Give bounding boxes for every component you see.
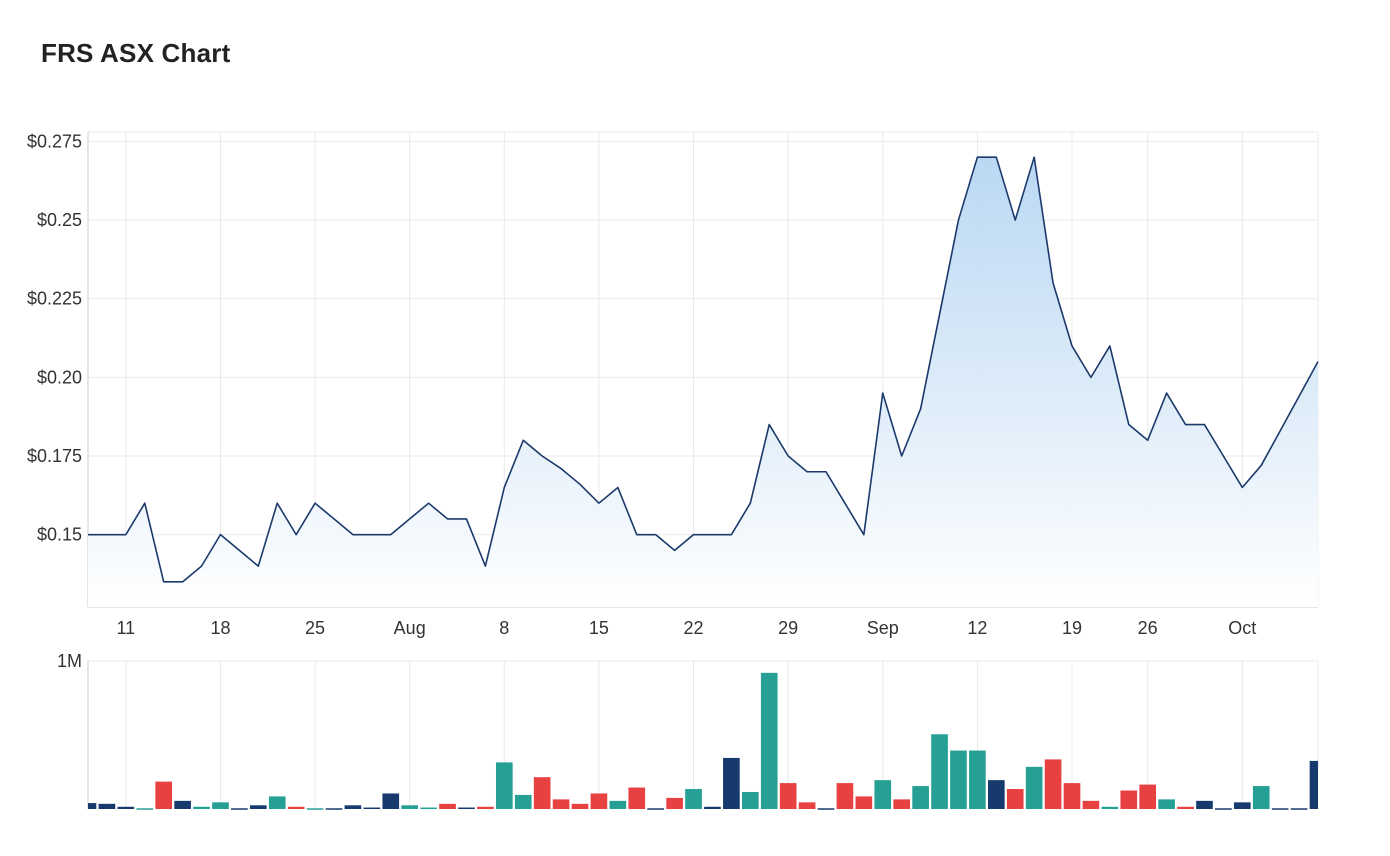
volume-bar <box>1215 808 1232 810</box>
volume-bar <box>514 794 532 809</box>
volume-bar <box>287 806 305 809</box>
date-tick-label: 25 <box>305 618 325 638</box>
volume-bar <box>249 805 267 809</box>
volume-bar <box>628 787 646 809</box>
volume-bar <box>950 750 967 809</box>
volume-bar <box>552 799 570 809</box>
volume-bar <box>1309 760 1318 809</box>
volume-bar <box>1120 790 1138 809</box>
volume-bar <box>98 803 116 809</box>
price-area <box>88 156 1319 608</box>
price-y-tick-label: $0.225 <box>27 289 82 309</box>
volume-bar <box>88 803 97 809</box>
volume-bars <box>88 672 1318 810</box>
volume-bar <box>855 796 873 809</box>
volume-bar <box>571 803 589 809</box>
volume-bar <box>1290 808 1308 810</box>
volume-bar <box>741 791 759 809</box>
volume-bar <box>760 672 778 809</box>
volume-bar <box>912 786 929 809</box>
volume-bar <box>325 808 343 810</box>
volume-bar <box>1006 789 1024 809</box>
volume-bar <box>439 803 456 809</box>
volume-bar <box>193 806 210 809</box>
volume-bar <box>874 780 892 809</box>
volume-bar <box>1158 799 1175 809</box>
volume-bar <box>931 734 948 809</box>
volume-bar <box>1044 759 1062 809</box>
date-tick-label: 19 <box>1062 618 1082 638</box>
volume-bar <box>685 789 702 809</box>
volume-bar <box>1101 806 1119 809</box>
price-y-tick-label: $0.20 <box>37 367 82 387</box>
chart-title: FRS ASX Chart <box>41 38 231 68</box>
price-y-axis: $0.275 $0.25 $0.225 $0.20 $0.175 $0.15 <box>27 131 82 544</box>
price-y-tick-label: $0.15 <box>37 525 82 545</box>
volume-bar <box>1025 766 1043 809</box>
date-tick-label: 18 <box>210 618 230 638</box>
volume-bar <box>495 762 513 809</box>
volume-bar <box>704 806 721 809</box>
volume-y-tick-label: 1M <box>57 651 82 671</box>
volume-bar <box>817 808 835 810</box>
price-y-tick-label: $0.25 <box>37 210 82 230</box>
price-y-tick-label: $0.175 <box>27 446 82 466</box>
volume-bar <box>382 793 400 809</box>
price-area-fill <box>88 157 1318 608</box>
volume-bar <box>1082 800 1100 809</box>
volume-bar <box>1177 806 1194 809</box>
volume-bar <box>363 807 381 810</box>
volume-bar <box>893 799 911 809</box>
volume-bar <box>477 806 494 809</box>
volume-bar <box>798 802 816 809</box>
volume-bar <box>779 783 797 809</box>
volume-bar <box>1063 783 1081 809</box>
date-x-axis: 11 18 25 Aug 8 15 22 29 Sep 12 19 26 Oct <box>117 618 1257 638</box>
volume-bar <box>401 805 419 809</box>
date-tick-label: Oct <box>1228 618 1256 638</box>
volume-bar <box>306 808 324 810</box>
date-tick-label: 29 <box>778 618 798 638</box>
date-tick-label: 8 <box>499 618 509 638</box>
volume-bar <box>533 777 551 809</box>
volume-bar <box>458 807 475 810</box>
volume-bar <box>212 802 229 809</box>
volume-bar <box>1196 800 1213 809</box>
volume-bar <box>590 793 608 809</box>
volume-bar <box>1252 786 1270 809</box>
date-tick-label: 11 <box>117 618 136 638</box>
date-tick-label: 22 <box>684 618 704 638</box>
price-line <box>88 156 1319 583</box>
price-y-tick-label: $0.275 <box>27 131 82 151</box>
volume-grid <box>87 660 1319 809</box>
volume-bar <box>836 783 854 809</box>
volume-bar <box>1271 808 1289 810</box>
volume-bar <box>174 800 191 809</box>
volume-bar <box>231 808 248 810</box>
volume-bar <box>969 750 986 809</box>
volume-bar <box>647 808 665 810</box>
volume-bar <box>723 757 740 809</box>
volume-bar <box>117 806 135 809</box>
volume-bar <box>155 781 173 809</box>
volume-bar <box>344 805 362 809</box>
volume-bar <box>1233 802 1251 809</box>
volume-bar <box>987 780 1005 809</box>
volume-bar <box>420 807 437 810</box>
volume-bar <box>1139 784 1157 809</box>
volume-y-axis: 1M <box>57 651 82 671</box>
volume-bar <box>136 808 154 810</box>
date-tick-label: Sep <box>867 618 899 638</box>
date-tick-label: 15 <box>589 618 609 638</box>
volume-bar <box>609 800 627 809</box>
date-tick-label: Aug <box>394 618 426 638</box>
volume-bar <box>268 796 286 809</box>
date-tick-label: 26 <box>1138 618 1158 638</box>
date-tick-label: 12 <box>967 618 987 638</box>
volume-bar <box>666 797 683 809</box>
